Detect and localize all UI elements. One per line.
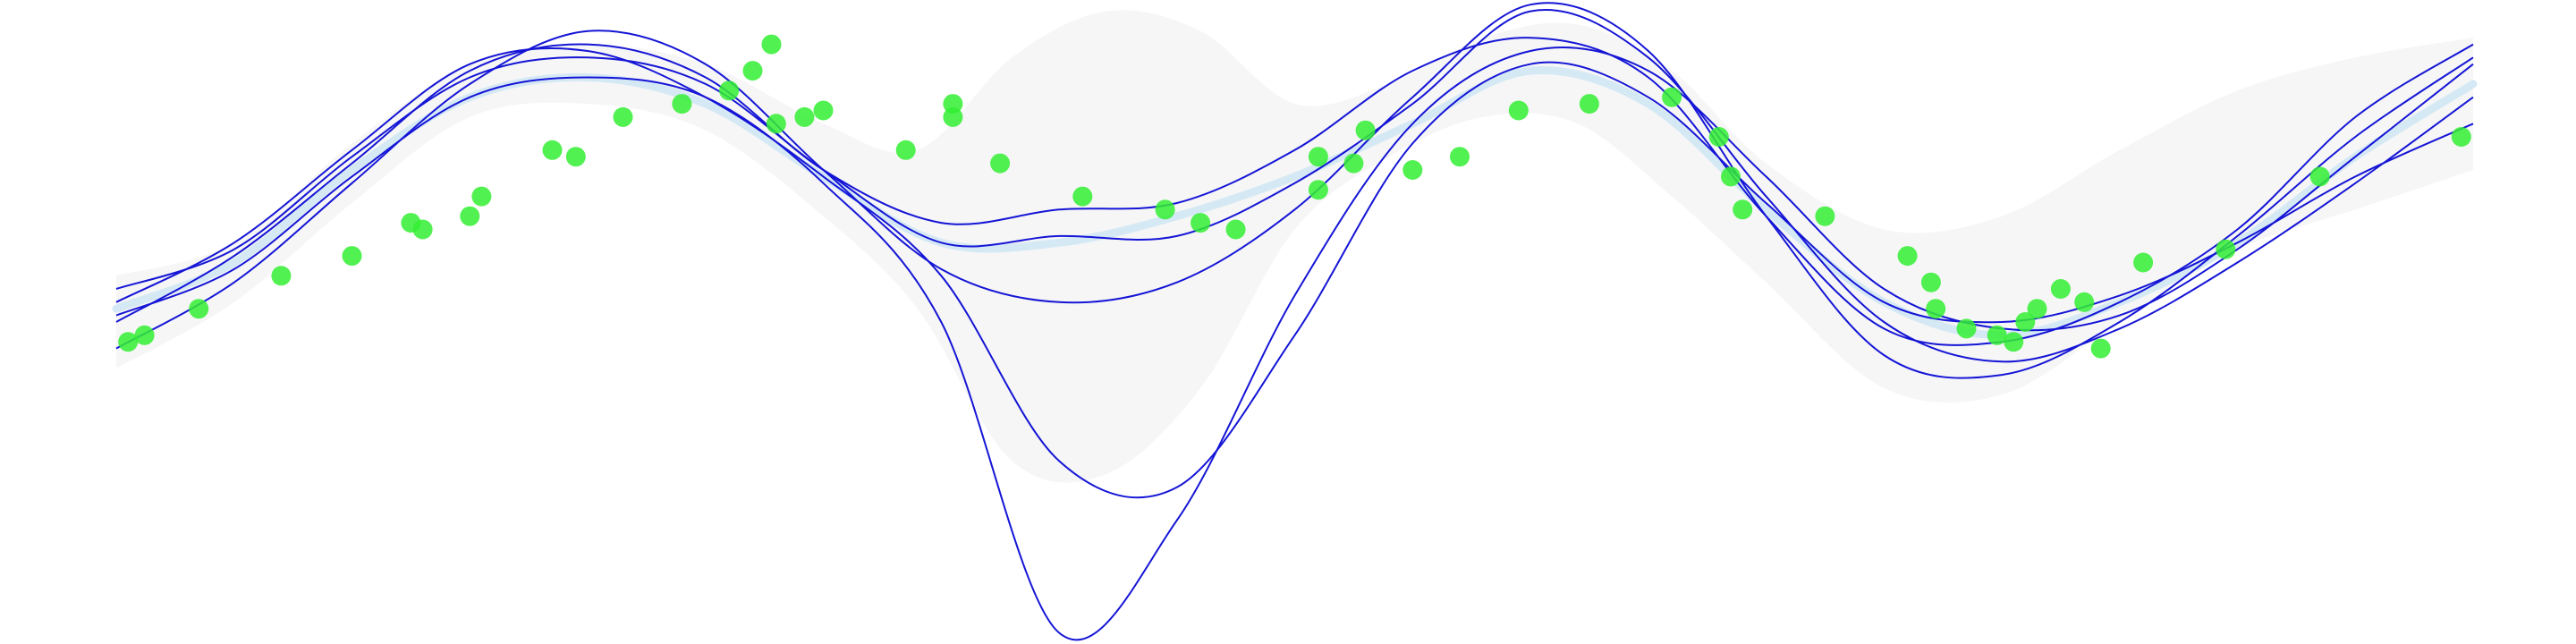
- observation-point: [1708, 127, 1729, 147]
- observation-point: [118, 332, 139, 352]
- observation-point: [813, 100, 834, 121]
- observation-point: [1897, 246, 1918, 267]
- observation-point: [990, 153, 1011, 174]
- observation-point: [1733, 199, 1753, 220]
- observation-point: [943, 94, 963, 114]
- observation-point: [2074, 292, 2095, 312]
- observation-point: [672, 94, 692, 114]
- observation-point: [542, 140, 563, 160]
- observation-point: [1920, 272, 1941, 292]
- observation-point: [761, 34, 782, 55]
- observation-point: [134, 325, 155, 345]
- observation-point: [1662, 87, 1682, 107]
- observation-point: [2309, 166, 2330, 187]
- observation-point: [2004, 332, 2024, 352]
- observation-point: [1308, 180, 1328, 200]
- observation-point: [2050, 279, 2071, 299]
- sample-curve-2: [115, 37, 2474, 346]
- observation-point: [1355, 120, 1376, 140]
- observation-points-layer: [118, 34, 2471, 359]
- observation-point: [2090, 338, 2111, 359]
- observation-point: [1225, 219, 1246, 240]
- observation-point: [2451, 127, 2471, 147]
- observation-point: [1508, 100, 1529, 121]
- observation-point: [2027, 299, 2047, 319]
- observation-point: [1721, 166, 1741, 187]
- observation-point: [565, 147, 586, 167]
- observation-point: [1072, 186, 1093, 207]
- observation-point: [412, 219, 433, 240]
- observation-point: [342, 246, 362, 267]
- observation-point: [2015, 312, 2036, 332]
- observation-point: [1308, 147, 1328, 167]
- observation-point: [471, 186, 492, 207]
- confidence-band-layer: [116, 10, 2473, 483]
- sample-curve-3: [115, 47, 2474, 499]
- observation-point: [1402, 160, 1423, 180]
- observation-point: [719, 80, 740, 101]
- observation-point: [1815, 206, 1835, 226]
- observation-point: [1343, 153, 1364, 174]
- sample-curve-5: [115, 46, 2474, 641]
- observation-point: [613, 106, 633, 127]
- observation-point: [1450, 147, 1470, 167]
- observation-point: [2216, 239, 2236, 259]
- observation-point: [460, 206, 480, 226]
- observation-point: [1926, 299, 1946, 319]
- observation-point: [742, 61, 763, 81]
- observation-point: [766, 114, 786, 134]
- observation-point: [1155, 199, 1175, 220]
- observation-point: [189, 299, 209, 319]
- observation-point: [895, 140, 916, 160]
- confidence-band: [116, 10, 2473, 483]
- observation-point: [2133, 252, 2154, 273]
- observation-point: [271, 266, 292, 286]
- observation-point: [1191, 213, 1211, 233]
- observation-point: [1987, 325, 2007, 345]
- observation-point: [794, 106, 815, 127]
- observation-point: [1956, 318, 1977, 339]
- sample-curve-4: [115, 8, 2474, 363]
- observation-point: [1579, 94, 1599, 114]
